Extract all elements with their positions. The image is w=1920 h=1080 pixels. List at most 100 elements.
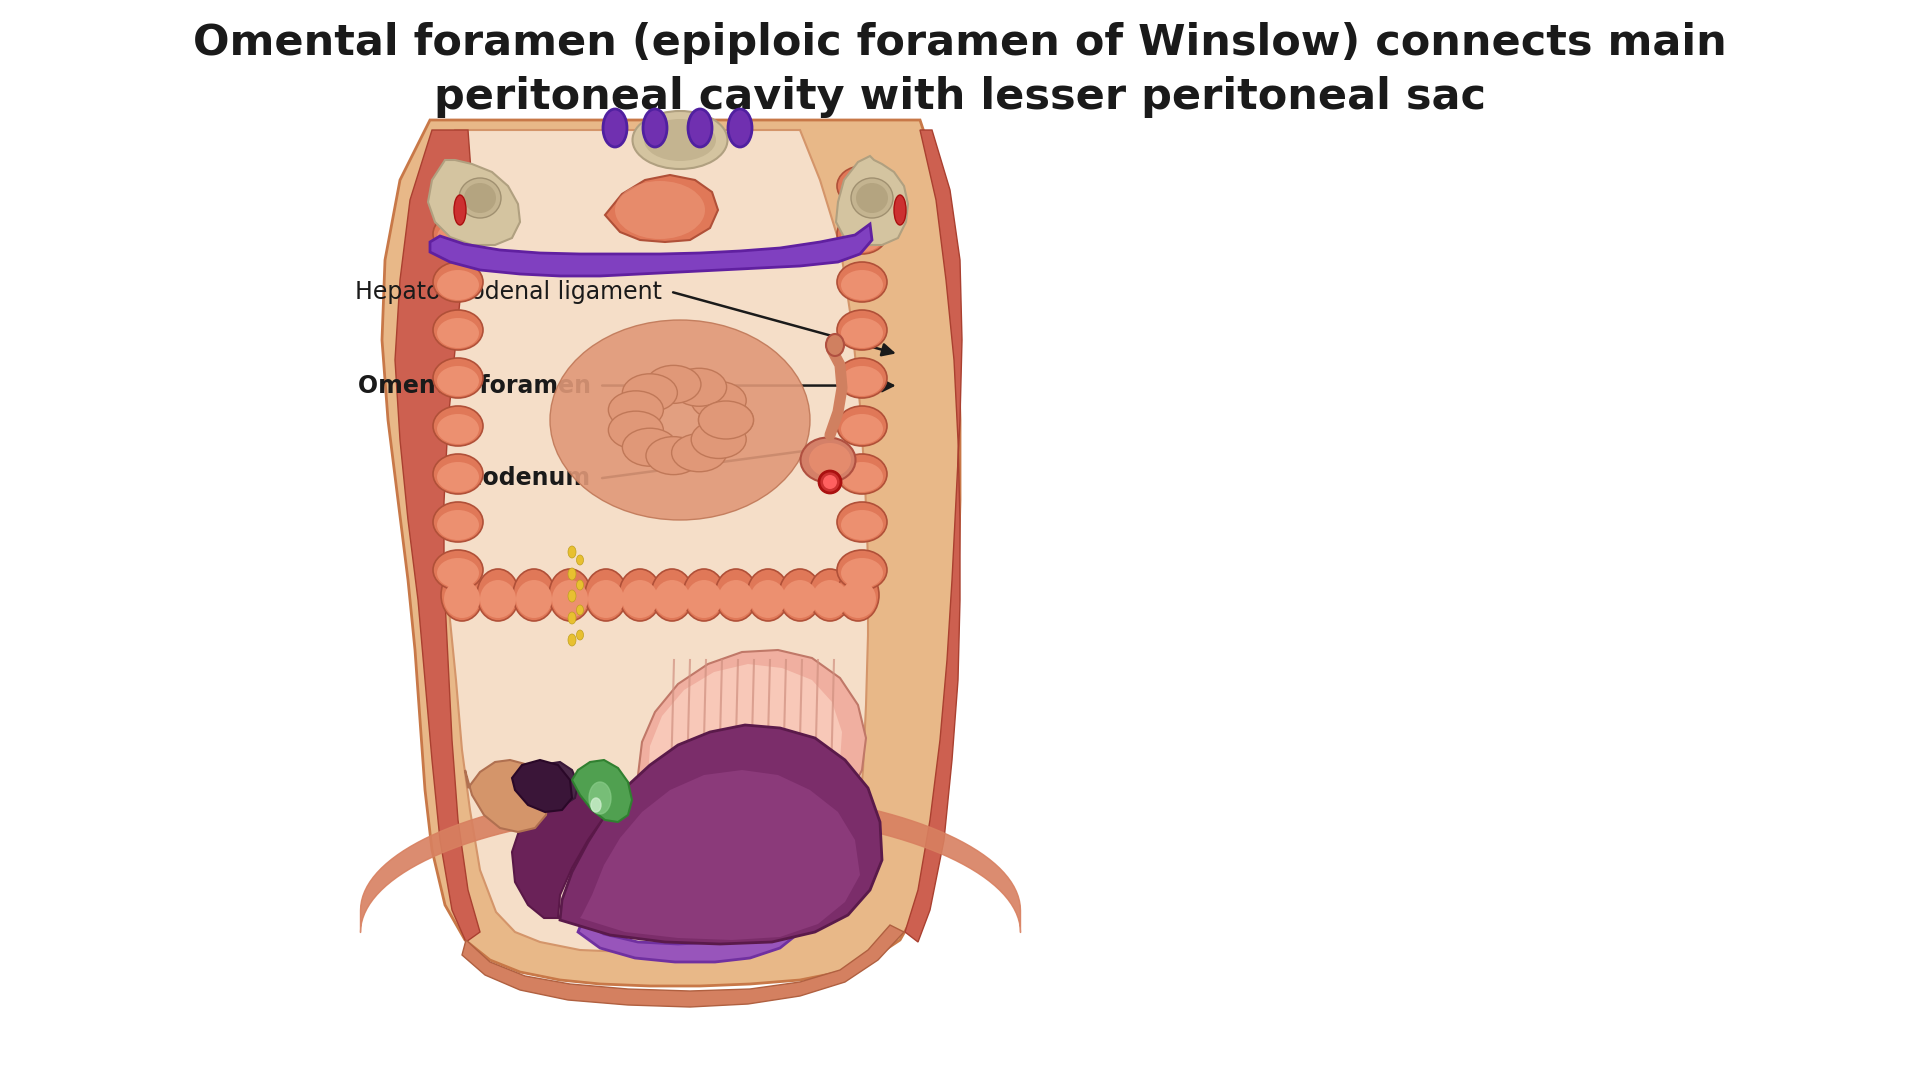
Ellipse shape bbox=[841, 462, 883, 492]
Polygon shape bbox=[530, 762, 578, 804]
Ellipse shape bbox=[438, 414, 478, 444]
Ellipse shape bbox=[549, 320, 810, 519]
Ellipse shape bbox=[632, 111, 728, 168]
Ellipse shape bbox=[453, 195, 467, 225]
Ellipse shape bbox=[516, 580, 553, 618]
Polygon shape bbox=[430, 224, 872, 276]
Polygon shape bbox=[382, 120, 960, 986]
Polygon shape bbox=[572, 760, 632, 822]
Ellipse shape bbox=[438, 222, 478, 252]
Ellipse shape bbox=[837, 406, 887, 446]
Ellipse shape bbox=[622, 374, 678, 411]
Ellipse shape bbox=[568, 568, 576, 580]
Polygon shape bbox=[513, 782, 614, 918]
Ellipse shape bbox=[459, 178, 501, 218]
Ellipse shape bbox=[837, 310, 887, 350]
Ellipse shape bbox=[434, 262, 484, 302]
Ellipse shape bbox=[841, 366, 883, 396]
Polygon shape bbox=[465, 760, 547, 832]
Text: Omental foramen: Omental foramen bbox=[359, 374, 591, 397]
Ellipse shape bbox=[438, 270, 478, 300]
Ellipse shape bbox=[434, 214, 484, 254]
Ellipse shape bbox=[801, 437, 856, 483]
Ellipse shape bbox=[837, 502, 887, 542]
Ellipse shape bbox=[622, 580, 659, 618]
Ellipse shape bbox=[434, 406, 484, 446]
Ellipse shape bbox=[438, 318, 478, 348]
Ellipse shape bbox=[747, 569, 789, 621]
Ellipse shape bbox=[568, 634, 576, 646]
Ellipse shape bbox=[856, 183, 887, 213]
Polygon shape bbox=[420, 130, 868, 951]
Ellipse shape bbox=[614, 181, 705, 239]
Ellipse shape bbox=[837, 357, 887, 399]
Ellipse shape bbox=[841, 414, 883, 444]
Ellipse shape bbox=[651, 569, 693, 621]
Ellipse shape bbox=[655, 580, 689, 618]
Ellipse shape bbox=[609, 391, 664, 429]
Ellipse shape bbox=[438, 510, 478, 540]
Ellipse shape bbox=[718, 580, 755, 618]
Ellipse shape bbox=[851, 178, 893, 218]
Ellipse shape bbox=[588, 580, 624, 618]
Ellipse shape bbox=[826, 334, 845, 356]
Ellipse shape bbox=[549, 569, 591, 621]
Ellipse shape bbox=[699, 401, 753, 438]
Ellipse shape bbox=[895, 195, 906, 225]
Ellipse shape bbox=[603, 109, 628, 147]
Ellipse shape bbox=[434, 166, 484, 206]
Ellipse shape bbox=[434, 550, 484, 590]
Ellipse shape bbox=[513, 569, 555, 621]
Ellipse shape bbox=[576, 555, 584, 565]
Ellipse shape bbox=[841, 222, 883, 252]
Ellipse shape bbox=[820, 471, 841, 492]
Ellipse shape bbox=[841, 270, 883, 300]
Ellipse shape bbox=[438, 174, 478, 204]
Ellipse shape bbox=[672, 434, 726, 472]
Polygon shape bbox=[561, 725, 881, 944]
Ellipse shape bbox=[841, 558, 883, 588]
Ellipse shape bbox=[553, 580, 588, 618]
Ellipse shape bbox=[591, 798, 601, 812]
Ellipse shape bbox=[434, 310, 484, 350]
Ellipse shape bbox=[684, 569, 726, 621]
Ellipse shape bbox=[576, 580, 584, 590]
Ellipse shape bbox=[618, 569, 660, 621]
Ellipse shape bbox=[434, 357, 484, 399]
Polygon shape bbox=[396, 130, 480, 942]
Ellipse shape bbox=[444, 580, 480, 618]
Polygon shape bbox=[835, 156, 908, 245]
Ellipse shape bbox=[685, 580, 722, 618]
Text: Duodenum: Duodenum bbox=[447, 467, 591, 490]
Polygon shape bbox=[463, 924, 904, 1007]
Polygon shape bbox=[605, 175, 718, 242]
Ellipse shape bbox=[434, 502, 484, 542]
Polygon shape bbox=[649, 664, 843, 824]
Ellipse shape bbox=[687, 109, 712, 147]
Polygon shape bbox=[428, 160, 520, 245]
Ellipse shape bbox=[824, 475, 837, 489]
Ellipse shape bbox=[837, 214, 887, 254]
Ellipse shape bbox=[438, 366, 478, 396]
Ellipse shape bbox=[808, 443, 851, 477]
Ellipse shape bbox=[714, 569, 756, 621]
Ellipse shape bbox=[837, 550, 887, 590]
Ellipse shape bbox=[568, 590, 576, 602]
Ellipse shape bbox=[465, 183, 495, 213]
Polygon shape bbox=[904, 130, 962, 942]
Ellipse shape bbox=[643, 109, 666, 147]
Ellipse shape bbox=[434, 454, 484, 494]
Polygon shape bbox=[580, 770, 860, 940]
Ellipse shape bbox=[841, 318, 883, 348]
Ellipse shape bbox=[691, 420, 747, 459]
Ellipse shape bbox=[837, 569, 879, 621]
Polygon shape bbox=[513, 760, 572, 812]
Ellipse shape bbox=[780, 569, 822, 621]
Ellipse shape bbox=[699, 401, 753, 438]
Ellipse shape bbox=[622, 428, 678, 467]
Ellipse shape bbox=[576, 605, 584, 615]
Polygon shape bbox=[637, 650, 866, 842]
Ellipse shape bbox=[841, 580, 876, 618]
Ellipse shape bbox=[837, 166, 887, 206]
Ellipse shape bbox=[837, 262, 887, 302]
